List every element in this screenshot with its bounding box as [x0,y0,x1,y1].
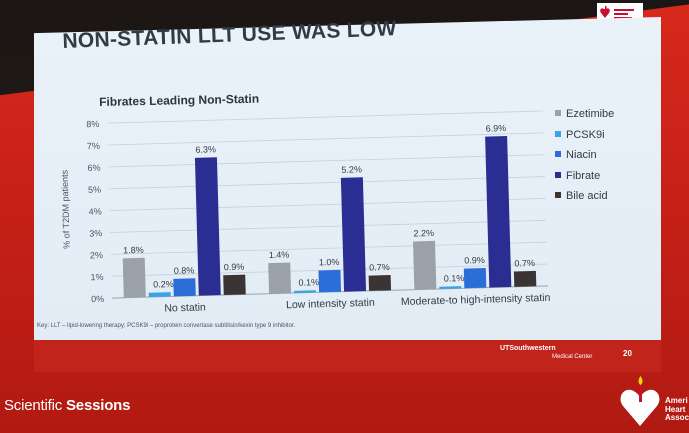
legend-swatch [555,110,561,116]
x-category-label: Low intensity statin [286,297,375,311]
event-name-prefix: Scientific [4,397,63,414]
bar [148,292,171,298]
data-label: 1.4% [269,250,290,261]
y-tick-label: 7% [87,141,100,151]
legend-label: Fibrate [566,169,601,182]
gridline [109,176,545,190]
legend-swatch [555,151,561,157]
bar [485,136,512,288]
bar [194,157,221,296]
aha-heart-torch-icon [620,376,660,426]
y-tick-label: 6% [87,163,100,173]
legend-item: Niacin [555,149,597,161]
data-label: 2.2% [413,228,434,239]
y-tick-label: 5% [88,184,101,194]
data-label: 1.8% [123,245,144,256]
data-label: 0.1% [298,277,319,288]
y-tick-label: 0% [91,294,104,304]
data-label: 0.1% [444,273,465,284]
event-name: Scientific Sessions [4,397,130,414]
data-label: 6.3% [195,144,216,155]
institution-name: UTSouthwestern [500,345,556,352]
bar [294,290,317,294]
slide-footer-bar [34,340,661,372]
bar [413,240,437,290]
bar [268,262,292,294]
data-label: 5.2% [341,164,362,175]
legend-label: Ezetimibe [566,108,615,120]
data-label: 6.9% [485,123,506,134]
bar [122,257,146,298]
bar [463,267,487,289]
gridline [107,132,544,146]
y-tick-label: 8% [86,119,99,129]
legend-swatch [555,192,561,198]
y-tick-label: 1% [90,272,103,282]
legend-item: Fibrate [555,170,600,182]
gridline [110,219,547,233]
y-tick-label: 2% [90,250,103,260]
y-tick-label: 4% [89,206,102,216]
bar [223,274,246,295]
gridline [108,154,545,168]
legend-item: Ezetimibe [555,108,614,120]
data-label: 0.7% [514,258,535,269]
page-number: 20 [623,349,632,358]
data-label: 0.8% [174,265,195,276]
legend-label: PCSK9i [566,128,605,141]
bar [318,269,342,293]
legend-label: Bile acid [566,190,608,202]
bar [439,286,462,289]
legend-item: Bile acid [555,190,608,202]
legend-swatch [555,171,561,178]
y-axis-label: % of T2DM patients [60,169,72,249]
slide-footnote: Key: LLT – lipid-lowering therapy; PCSK9… [37,323,296,329]
gridline [110,241,547,255]
data-label: 0.2% [153,279,174,290]
x-category-label: Moderate-to high-intensity statin [401,292,551,308]
bar [173,278,196,297]
gridline [109,198,546,212]
gridline [107,110,544,124]
bar [368,274,392,291]
legend-label: Niacin [566,149,597,161]
bar [513,270,537,287]
bar [340,177,367,292]
legend-swatch [555,130,561,137]
data-label: 0.9% [224,262,245,273]
legend-item: PCSK9i [555,129,605,141]
y-tick-label: 3% [89,228,102,238]
x-category-label: No statin [164,301,206,314]
data-label: 0.7% [369,262,390,273]
aha-wordmark: Ameri Heart Assoc [665,396,689,422]
data-label: 1.0% [319,257,340,268]
event-name-bold: Sessions [66,397,131,414]
institution-subtitle: Medical Center [552,354,593,360]
data-label: 0.9% [464,255,485,266]
